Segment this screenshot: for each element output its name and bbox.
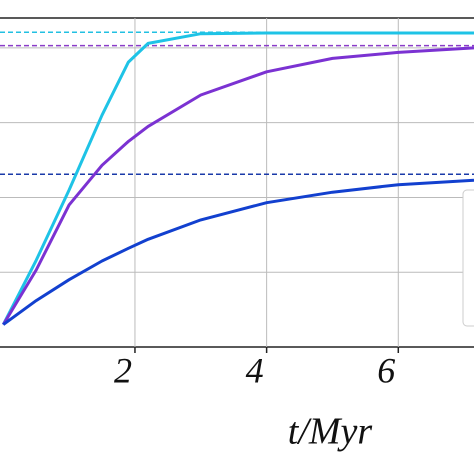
data-line xyxy=(2,178,474,326)
data-line xyxy=(1,31,474,326)
x-axis-label: t/Myr xyxy=(288,411,373,453)
data-line xyxy=(2,46,474,326)
legend-box xyxy=(462,189,474,327)
plot-frame xyxy=(0,17,474,348)
x-tick-label: 4 xyxy=(246,350,264,390)
x-tick-label: 6 xyxy=(377,350,395,390)
x-tick-label: 2 xyxy=(114,350,132,390)
